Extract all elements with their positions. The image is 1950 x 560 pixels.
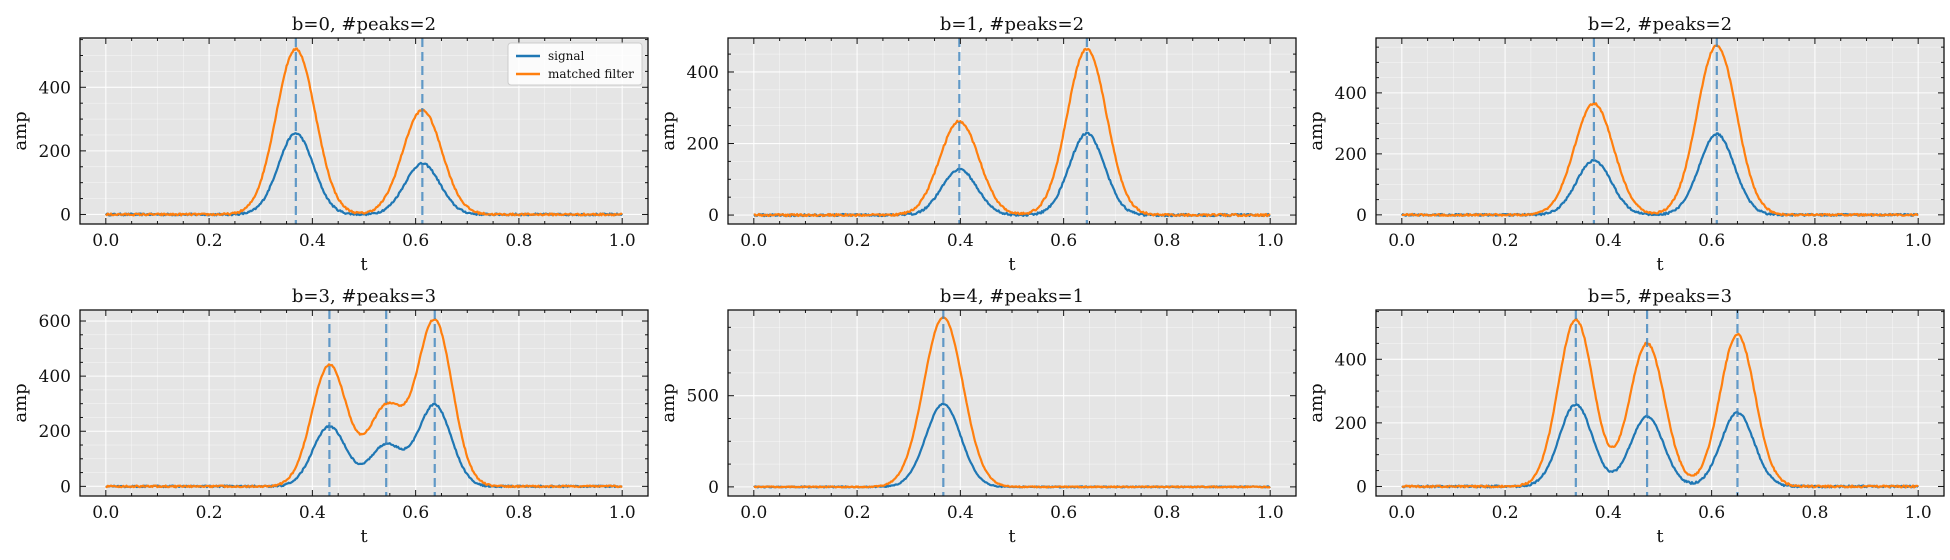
x-tick-label: 0.6: [1698, 231, 1725, 251]
y-tick-label: 200: [39, 142, 71, 162]
x-tick-label: 0.2: [1492, 231, 1519, 251]
x-tick-label: 1.0: [1257, 503, 1284, 523]
x-axis-label: t: [1656, 526, 1664, 547]
x-tick-label: 0.4: [947, 503, 974, 523]
x-tick-label: 0.2: [1492, 503, 1519, 523]
series-line-matched-filter: [1401, 44, 1919, 217]
y-axis-label: amp: [1306, 111, 1327, 150]
panel-title: b=2, #peaks=2: [1588, 14, 1732, 35]
series-line-matched-filter: [105, 318, 623, 489]
x-tick-label: 0.0: [740, 503, 767, 523]
panel-title: b=3, #peaks=3: [292, 286, 436, 307]
x-tick-label: 0.0: [92, 231, 119, 251]
x-axis-label: t: [1656, 254, 1664, 275]
x-tick-label: 0.0: [1388, 231, 1415, 251]
x-tick-label: 0.0: [740, 231, 767, 251]
x-tick-label: 0.2: [844, 503, 871, 523]
x-tick-label: 1.0: [1257, 231, 1284, 251]
y-tick-label: 400: [1335, 84, 1367, 104]
y-tick-label: 400: [687, 63, 719, 83]
y-axis-label: amp: [1306, 383, 1327, 422]
y-tick-label: 0: [60, 205, 71, 225]
y-tick-label: 200: [1335, 145, 1367, 165]
y-axis-label: amp: [658, 383, 679, 422]
y-tick-label: 0: [1356, 477, 1367, 497]
panel-5: 0.0 0.2 0.4 0.6 0.8 1.0 0 200 400 b=5, #peaks=3 t a…: [1306, 286, 1945, 547]
panel-1: 0.0 0.2 0.4 0.6 0.8 1.0 0 200 400 b=1, #peaks=2 t a…: [658, 14, 1297, 275]
x-tick-label: 0.8: [505, 231, 532, 251]
panel-3: 0.0 0.2 0.4 0.6 0.8 1.0 0 200 400 600 b=3, #peaks=…: [10, 286, 649, 547]
series-line-matched-filter: [753, 47, 1271, 218]
y-tick-label: 400: [39, 78, 71, 98]
y-tick-label: 0: [60, 477, 71, 497]
y-tick-label: 200: [39, 422, 71, 442]
panel-title: b=4, #peaks=1: [940, 286, 1084, 307]
x-axis-label: t: [360, 254, 368, 275]
legend-label-matched-filter: matched filter: [548, 67, 634, 81]
panel-title: b=1, #peaks=2: [940, 14, 1084, 35]
x-tick-label: 0.6: [1050, 231, 1077, 251]
x-tick-label: 0.6: [1050, 503, 1077, 523]
y-tick-label: 400: [39, 367, 71, 387]
series-line-matched-filter: [105, 47, 623, 217]
series-line-matched-filter: [753, 316, 1271, 489]
panel-title: b=5, #peaks=3: [1588, 286, 1732, 307]
x-tick-label: 0.0: [92, 503, 119, 523]
y-tick-label: 0: [708, 206, 719, 226]
panel-title: b=0, #peaks=2: [292, 14, 436, 35]
legend-label-signal: signal: [548, 49, 585, 63]
y-tick-label: 200: [1335, 414, 1367, 434]
x-tick-label: 1.0: [1905, 231, 1932, 251]
x-tick-label: 0.4: [947, 231, 974, 251]
x-tick-label: 0.4: [1595, 503, 1622, 523]
x-tick-label: 0.8: [1153, 503, 1180, 523]
x-tick-label: 1.0: [1905, 503, 1932, 523]
x-tick-label: 0.8: [1153, 231, 1180, 251]
x-axis-label: t: [360, 526, 368, 547]
x-tick-label: 0.0: [1388, 503, 1415, 523]
x-tick-label: 1.0: [609, 231, 636, 251]
panel-0: 0.0 0.2 0.4 0.6 0.8 1.0 0 200 400 b=0, #peaks=2 t a…: [10, 14, 649, 275]
series-line-matched-filter: [1401, 317, 1919, 489]
y-axis-label: amp: [10, 383, 31, 422]
x-tick-label: 0.8: [1801, 503, 1828, 523]
x-tick-label: 0.6: [1698, 503, 1725, 523]
x-tick-label: 0.4: [299, 503, 326, 523]
y-axis-label: amp: [10, 111, 31, 150]
x-tick-label: 0.2: [196, 231, 223, 251]
y-tick-label: 200: [687, 135, 719, 155]
x-tick-label: 0.4: [299, 231, 326, 251]
x-axis-label: t: [1008, 526, 1016, 547]
x-tick-label: 0.8: [505, 503, 532, 523]
panel-2: 0.0 0.2 0.4 0.6 0.8 1.0 0 200 400 b=2, #peaks=2 t a…: [1306, 14, 1945, 275]
x-tick-label: 0.6: [402, 231, 429, 251]
panel-4: 0.0 0.2 0.4 0.6 0.8 1.0 0 500 b=4, #peaks=1 t amp: [658, 286, 1297, 547]
x-tick-label: 0.8: [1801, 231, 1828, 251]
legend: signal matched filter: [507, 42, 643, 86]
x-tick-label: 0.2: [844, 231, 871, 251]
x-axis-label: t: [1008, 254, 1016, 275]
y-tick-label: 400: [1335, 350, 1367, 370]
y-tick-label: 500: [687, 387, 719, 407]
y-axis-label: amp: [658, 111, 679, 150]
x-tick-label: 0.4: [1595, 231, 1622, 251]
x-tick-label: 1.0: [609, 503, 636, 523]
x-tick-label: 0.2: [196, 503, 223, 523]
x-tick-label: 0.6: [402, 503, 429, 523]
y-tick-label: 600: [39, 312, 71, 332]
y-tick-label: 0: [1356, 206, 1367, 226]
y-tick-label: 0: [708, 478, 719, 498]
